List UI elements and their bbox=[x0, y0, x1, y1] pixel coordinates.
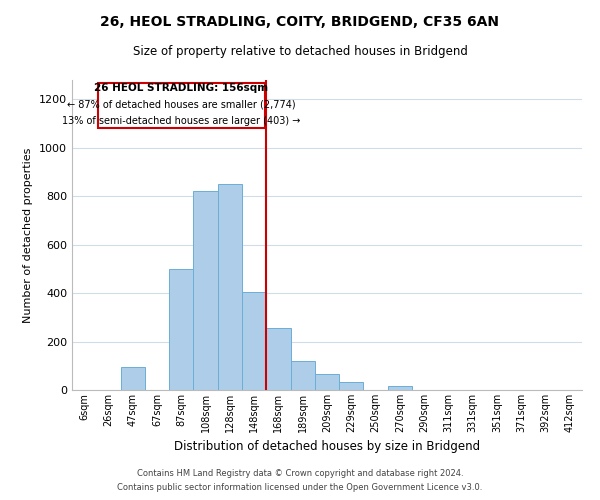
Text: Contains public sector information licensed under the Open Government Licence v3: Contains public sector information licen… bbox=[118, 484, 482, 492]
FancyBboxPatch shape bbox=[97, 83, 265, 128]
Bar bbox=[339, 382, 364, 390]
Bar bbox=[169, 269, 193, 390]
Bar bbox=[290, 361, 315, 390]
Bar bbox=[315, 374, 339, 390]
Bar bbox=[242, 292, 266, 390]
Text: Size of property relative to detached houses in Bridgend: Size of property relative to detached ho… bbox=[133, 45, 467, 58]
Y-axis label: Number of detached properties: Number of detached properties bbox=[23, 148, 34, 322]
Text: 26, HEOL STRADLING, COITY, BRIDGEND, CF35 6AN: 26, HEOL STRADLING, COITY, BRIDGEND, CF3… bbox=[101, 15, 499, 29]
Bar bbox=[218, 184, 242, 390]
Text: ← 87% of detached houses are smaller (2,774): ← 87% of detached houses are smaller (2,… bbox=[67, 100, 296, 110]
X-axis label: Distribution of detached houses by size in Bridgend: Distribution of detached houses by size … bbox=[174, 440, 480, 454]
Bar bbox=[193, 192, 218, 390]
Text: Contains HM Land Registry data © Crown copyright and database right 2024.: Contains HM Land Registry data © Crown c… bbox=[137, 468, 463, 477]
Bar bbox=[121, 367, 145, 390]
Text: 13% of semi-detached houses are larger (403) →: 13% of semi-detached houses are larger (… bbox=[62, 116, 301, 126]
Bar bbox=[388, 386, 412, 390]
Bar bbox=[266, 328, 290, 390]
Text: 26 HEOL STRADLING: 156sqm: 26 HEOL STRADLING: 156sqm bbox=[94, 83, 268, 93]
